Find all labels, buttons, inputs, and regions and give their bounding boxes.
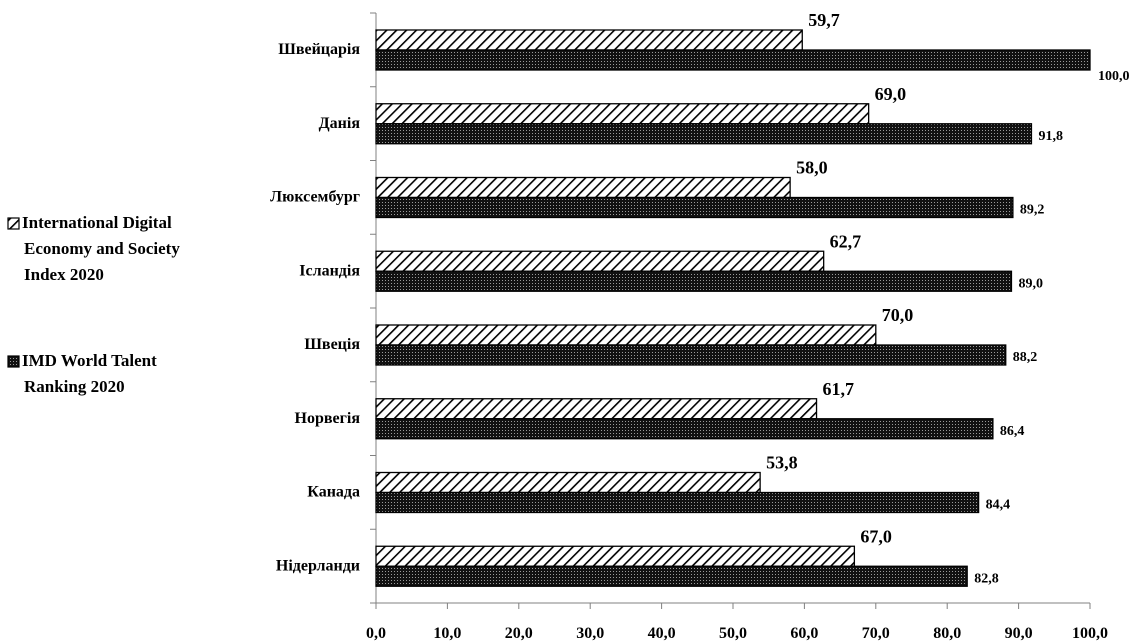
bar-series-1	[375, 545, 856, 567]
bar-series-2	[375, 344, 1007, 366]
bar-series-1	[375, 398, 818, 420]
bar-series-1	[375, 471, 761, 494]
legend-label-series-1: Index 2020	[24, 265, 104, 284]
data-label-series-2: 84,4	[986, 498, 1011, 513]
legend-label-series-1: International Digital	[22, 213, 172, 232]
x-tick-label: 0,0	[366, 625, 386, 642]
legend-label-series-1: Economy and Society	[24, 239, 180, 258]
legend-swatch-series-1	[7, 217, 20, 230]
bar-series-1	[375, 103, 870, 125]
data-label-series-1: 58,0	[796, 158, 828, 178]
data-label-series-2: 86,4	[1000, 424, 1025, 439]
bar-series-1	[375, 176, 791, 199]
data-label-series-1: 53,8	[766, 453, 798, 473]
category-label: Люксембург	[270, 189, 360, 206]
data-label-series-2: 89,0	[1018, 276, 1042, 291]
bar-series-2	[375, 418, 994, 440]
x-tick-label: 50,0	[719, 625, 747, 642]
category-label: Швеція	[304, 336, 360, 353]
x-tick-label: 30,0	[576, 625, 604, 642]
bar-series-1	[375, 29, 803, 51]
data-label-series-1: 70,0	[882, 305, 914, 325]
data-label-series-2: 88,2	[1013, 350, 1038, 365]
data-label-series-2: 82,8	[974, 571, 999, 586]
bar-series-2	[375, 270, 1013, 292]
bar-series-2	[375, 196, 1014, 219]
x-tick-label: 40,0	[648, 625, 676, 642]
category-label: Данія	[319, 115, 361, 132]
bar-series-2	[375, 49, 1091, 71]
data-label-series-1: 61,7	[823, 379, 855, 399]
bar-series-2	[375, 123, 1033, 145]
bar-series-1	[375, 324, 877, 346]
legend: International Digital Economy and Society…	[7, 213, 180, 396]
x-tick-label: 90,0	[1005, 625, 1033, 642]
data-label-series-2: 91,8	[1038, 129, 1063, 144]
legend-label-series-2: Ranking 2020	[24, 377, 125, 396]
plot-area: 0,0 10,0 20,0 30,0 40,0 50,0 60,0 70,0 80,0 90,0 1…	[270, 10, 1129, 642]
data-label-series-2: 100,0	[1098, 69, 1130, 84]
category-label: Нідерланди	[276, 557, 360, 574]
data-label-series-1: 62,7	[830, 231, 862, 251]
category-label: Ісландія	[299, 262, 360, 279]
x-tick-label: 60,0	[790, 625, 818, 642]
category-label: Норвегія	[295, 410, 361, 427]
x-tick-label: 70,0	[862, 625, 890, 642]
data-label-series-1: 67,0	[860, 526, 892, 546]
category-label: Швейцарія	[278, 41, 360, 58]
data-label-series-1: 59,7	[808, 10, 840, 30]
data-label-series-1: 69,0	[875, 84, 907, 104]
x-tick-label: 20,0	[505, 625, 533, 642]
x-tick-label: 10,0	[433, 625, 461, 642]
x-tick-label: 80,0	[933, 625, 961, 642]
bar-series-2	[375, 491, 980, 514]
bar-series-1	[375, 250, 825, 272]
legend-label-series-2: IMD World Talent	[22, 351, 157, 370]
data-label-series-2: 89,2	[1020, 203, 1044, 218]
category-label: Канада	[307, 484, 360, 501]
bar-series-2	[375, 565, 968, 587]
x-tick-label: 100,0	[1072, 625, 1108, 642]
legend-swatch-series-2	[7, 355, 20, 368]
